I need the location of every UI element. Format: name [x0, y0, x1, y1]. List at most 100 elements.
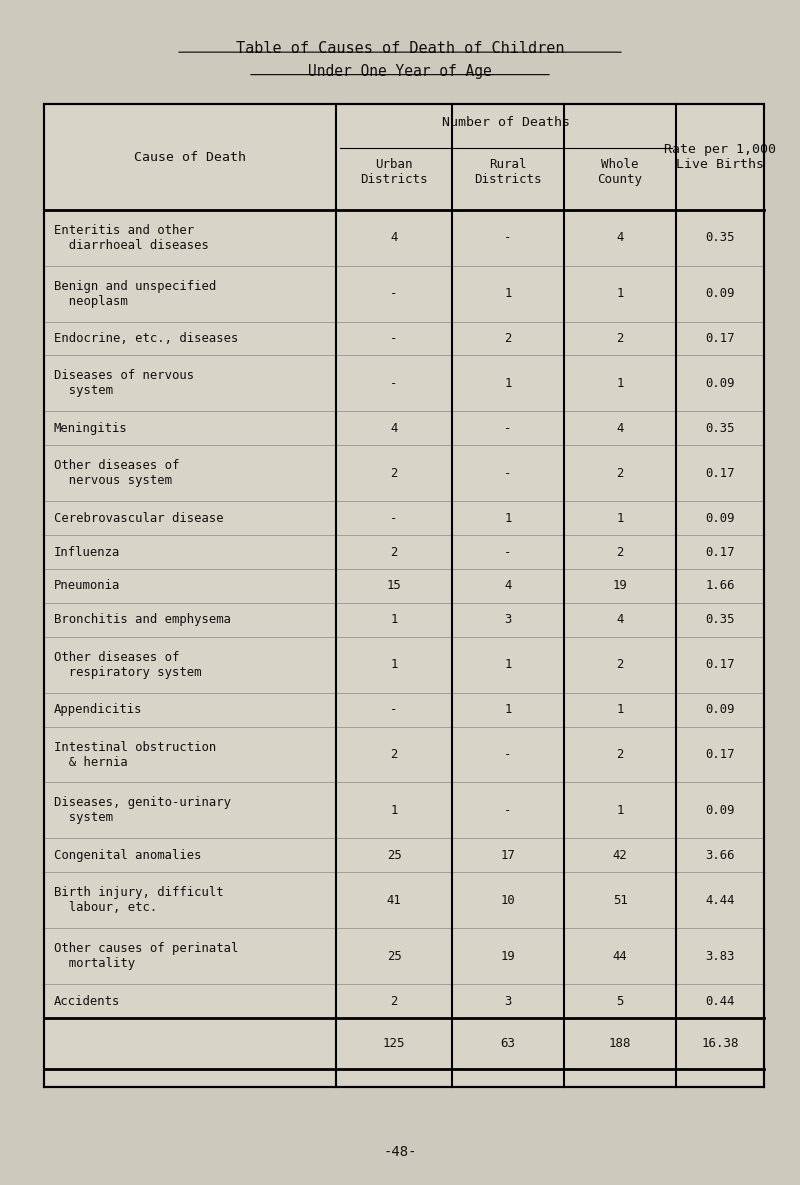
Text: 2: 2	[616, 332, 624, 345]
Text: Influenza: Influenza	[54, 545, 120, 558]
Text: -: -	[390, 512, 398, 525]
Text: 1: 1	[504, 703, 512, 716]
Text: 51: 51	[613, 893, 627, 907]
Text: 4: 4	[390, 422, 398, 435]
Text: 2: 2	[504, 332, 512, 345]
Text: 0.35: 0.35	[706, 231, 734, 244]
Text: 63: 63	[501, 1037, 515, 1050]
Text: Diseases, genito-urinary
  system: Diseases, genito-urinary system	[54, 796, 230, 825]
Text: 2: 2	[390, 545, 398, 558]
Text: 0.35: 0.35	[706, 422, 734, 435]
Text: 3: 3	[504, 614, 512, 627]
Text: 125: 125	[382, 1037, 406, 1050]
Text: 2: 2	[616, 748, 624, 761]
Text: 1: 1	[616, 287, 624, 300]
Text: 4: 4	[616, 614, 624, 627]
Text: 19: 19	[613, 579, 627, 592]
Text: Benign and unspecified
  neoplasm: Benign and unspecified neoplasm	[54, 280, 216, 308]
Text: 0.17: 0.17	[706, 545, 734, 558]
Text: -: -	[504, 545, 512, 558]
Text: 0.17: 0.17	[706, 467, 734, 480]
Text: 17: 17	[501, 848, 515, 861]
Text: 10: 10	[501, 893, 515, 907]
Text: 2: 2	[616, 545, 624, 558]
Text: Enteritis and other
  diarrhoeal diseases: Enteritis and other diarrhoeal diseases	[54, 224, 209, 251]
Text: 1: 1	[504, 287, 512, 300]
Text: -: -	[504, 748, 512, 761]
Text: Urban
Districts: Urban Districts	[360, 158, 428, 186]
Text: -: -	[390, 332, 398, 345]
Text: Other causes of perinatal
  mortality: Other causes of perinatal mortality	[54, 942, 238, 971]
Text: 3.66: 3.66	[706, 848, 734, 861]
Text: Table of Causes of Death of Children: Table of Causes of Death of Children	[236, 41, 564, 57]
Text: 16.38: 16.38	[702, 1037, 738, 1050]
Text: 4: 4	[616, 422, 624, 435]
Text: 0.17: 0.17	[706, 332, 734, 345]
Text: 41: 41	[386, 893, 402, 907]
Text: Rural
Districts: Rural Districts	[474, 158, 542, 186]
Text: 44: 44	[613, 949, 627, 962]
Text: 1.66: 1.66	[706, 579, 734, 592]
Text: 15: 15	[386, 579, 402, 592]
Text: 3: 3	[504, 994, 512, 1007]
Text: 1: 1	[504, 658, 512, 671]
Text: 1: 1	[504, 377, 512, 390]
Text: 4: 4	[390, 231, 398, 244]
Text: 2: 2	[616, 467, 624, 480]
Text: Whole
County: Whole County	[598, 158, 642, 186]
Text: 4: 4	[504, 579, 512, 592]
Text: 0.09: 0.09	[706, 377, 734, 390]
Text: 0.09: 0.09	[706, 287, 734, 300]
Text: 0.35: 0.35	[706, 614, 734, 627]
Text: Congenital anomalies: Congenital anomalies	[54, 848, 201, 861]
Text: -: -	[504, 422, 512, 435]
Text: 42: 42	[613, 848, 627, 861]
Text: 0.17: 0.17	[706, 748, 734, 761]
Text: 25: 25	[386, 949, 402, 962]
Text: -48-: -48-	[383, 1145, 417, 1159]
Text: Pneumonia: Pneumonia	[54, 579, 120, 592]
Text: Rate per 1,000
Live Births: Rate per 1,000 Live Births	[664, 143, 776, 171]
Text: 1: 1	[390, 658, 398, 671]
Text: 188: 188	[609, 1037, 631, 1050]
Text: 2: 2	[390, 467, 398, 480]
Text: Meningitis: Meningitis	[54, 422, 127, 435]
Text: 5: 5	[616, 994, 624, 1007]
Text: 19: 19	[501, 949, 515, 962]
Bar	[44, 104, 764, 1087]
Text: Other diseases of
  nervous system: Other diseases of nervous system	[54, 460, 179, 487]
Text: 1: 1	[390, 803, 398, 816]
Text: Other diseases of
  respiratory system: Other diseases of respiratory system	[54, 651, 201, 679]
Text: Accidents: Accidents	[54, 994, 120, 1007]
Text: 0.44: 0.44	[706, 994, 734, 1007]
Text: -: -	[390, 703, 398, 716]
Text: 25: 25	[386, 848, 402, 861]
Text: 1: 1	[504, 512, 512, 525]
Text: -: -	[504, 231, 512, 244]
Text: 0.09: 0.09	[706, 803, 734, 816]
Text: Intestinal obstruction
  & hernia: Intestinal obstruction & hernia	[54, 741, 216, 769]
Text: -: -	[390, 287, 398, 300]
Text: 2: 2	[390, 748, 398, 761]
Text: Cause of Death: Cause of Death	[134, 150, 246, 164]
Text: -: -	[504, 467, 512, 480]
Text: Diseases of nervous
  system: Diseases of nervous system	[54, 370, 194, 397]
Text: 4: 4	[616, 231, 624, 244]
Text: 3.83: 3.83	[706, 949, 734, 962]
Text: 0.17: 0.17	[706, 658, 734, 671]
Text: Birth injury, difficult
  labour, etc.: Birth injury, difficult labour, etc.	[54, 886, 223, 915]
Text: 1: 1	[616, 377, 624, 390]
Text: Under One Year of Age: Under One Year of Age	[308, 64, 492, 79]
Text: 1: 1	[616, 803, 624, 816]
Text: Appendicitis: Appendicitis	[54, 703, 142, 716]
Text: 2: 2	[390, 994, 398, 1007]
Text: 0.09: 0.09	[706, 512, 734, 525]
Text: 4.44: 4.44	[706, 893, 734, 907]
Text: 1: 1	[616, 512, 624, 525]
Text: 0.09: 0.09	[706, 703, 734, 716]
Text: -: -	[504, 803, 512, 816]
Text: -: -	[390, 377, 398, 390]
Text: 1: 1	[616, 703, 624, 716]
Text: Number of Deaths: Number of Deaths	[442, 116, 570, 129]
Text: Bronchitis and emphysema: Bronchitis and emphysema	[54, 614, 230, 627]
